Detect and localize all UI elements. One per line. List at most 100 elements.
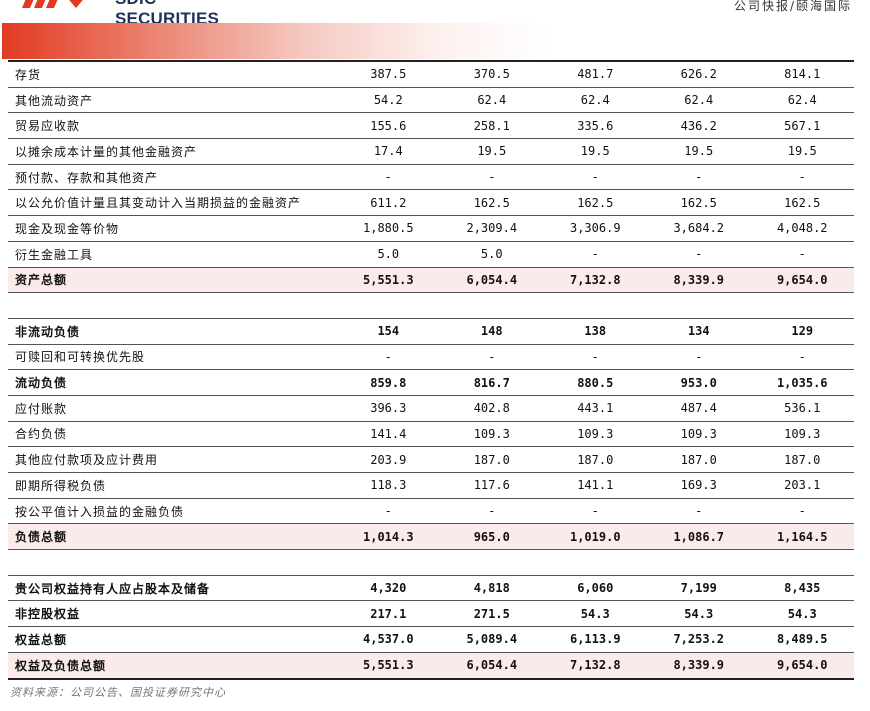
table-row: 存货 387.5 370.5 481.7 626.2 814.1 bbox=[8, 61, 854, 88]
cell-value: 169.3 bbox=[647, 472, 751, 499]
cell-value: - bbox=[440, 344, 544, 371]
cell-value: - bbox=[336, 164, 441, 191]
cell-value: 8,489.5 bbox=[750, 626, 854, 653]
cell-value: 138 bbox=[543, 318, 647, 345]
cell-value: 1,164.5 bbox=[750, 523, 854, 551]
row-label: 非流动负债 bbox=[8, 318, 337, 345]
cell-value: 162.5 bbox=[647, 189, 751, 217]
cell-value: 8,339.9 bbox=[647, 267, 751, 294]
spacer-row bbox=[8, 292, 854, 319]
cell-value bbox=[543, 292, 647, 319]
cell-value: 443.1 bbox=[543, 395, 647, 422]
cell-value: 8,435 bbox=[750, 575, 854, 602]
cell-value: 141.1 bbox=[543, 472, 647, 499]
cell-value: 1,014.3 bbox=[336, 523, 441, 551]
table-row: 预付款、存款和其他资产 - - - - - bbox=[8, 164, 854, 191]
cell-value: 436.2 bbox=[647, 112, 751, 140]
cell-value: 6,054.4 bbox=[440, 267, 544, 294]
row-label: 合约负债 bbox=[8, 421, 337, 448]
cell-value: 402.8 bbox=[440, 395, 544, 422]
cell-value: 148 bbox=[440, 318, 544, 345]
row-label: 可赎回和可转换优先股 bbox=[8, 344, 337, 371]
cell-value: 6,113.9 bbox=[543, 626, 647, 653]
cell-value: - bbox=[750, 344, 854, 371]
cell-value: 118.3 bbox=[336, 472, 441, 499]
cell-value: 6,054.4 bbox=[440, 652, 544, 680]
cell-value bbox=[647, 292, 751, 319]
row-label: 预付款、存款和其他资产 bbox=[8, 164, 337, 191]
cell-value bbox=[750, 549, 854, 576]
cell-value: 4,320 bbox=[336, 575, 441, 602]
cell-value: 7,253.2 bbox=[647, 626, 751, 653]
cell-value: 62.4 bbox=[543, 87, 647, 114]
cell-value: 62.4 bbox=[750, 87, 854, 114]
row-label: 即期所得税负债 bbox=[8, 472, 337, 499]
cell-value: 880.5 bbox=[543, 369, 647, 396]
cell-value: 3,306.9 bbox=[543, 215, 647, 242]
cell-value: 3,684.2 bbox=[647, 215, 751, 242]
table-row: 可赎回和可转换优先股 - - - - - bbox=[8, 344, 854, 371]
row-label: 贵公司权益持有人应占股本及储备 bbox=[8, 575, 337, 602]
cell-value: 816.7 bbox=[440, 369, 544, 396]
table-row: 非流动负债 154 148 138 134 129 bbox=[8, 318, 854, 345]
cell-value: 9,654.0 bbox=[750, 652, 854, 680]
cell-value: 5,089.4 bbox=[440, 626, 544, 653]
cell-value bbox=[647, 549, 751, 576]
cell-value: 203.9 bbox=[336, 446, 441, 473]
cell-value: 19.5 bbox=[647, 138, 751, 165]
cell-value: 335.6 bbox=[543, 112, 647, 140]
cell-value: 19.5 bbox=[440, 138, 544, 165]
cell-value: 536.1 bbox=[750, 395, 854, 422]
report-type: 公司快报/颐海国际 bbox=[733, 0, 852, 13]
source-note: 资料来源：公司公告、国投证券研究中心 bbox=[10, 686, 226, 699]
cell-value: - bbox=[543, 498, 647, 525]
row-label: 流动负债 bbox=[8, 369, 337, 396]
company-logo: SDIC SECURITIES bbox=[0, 0, 260, 28]
cell-value: - bbox=[440, 164, 544, 191]
table-row: 即期所得税负债 118.3 117.6 141.1 169.3 203.1 bbox=[8, 472, 854, 499]
table-row: 以摊余成本计量的其他金融资产 17.4 19.5 19.5 19.5 19.5 bbox=[8, 138, 854, 165]
cell-value: 134 bbox=[647, 318, 751, 345]
cell-value: 4,048.2 bbox=[750, 215, 854, 242]
cell-value: 7,132.8 bbox=[543, 267, 647, 294]
cell-value: 203.1 bbox=[750, 472, 854, 499]
row-label: 贸易应收款 bbox=[8, 112, 337, 140]
cell-value: 396.3 bbox=[336, 395, 441, 422]
cell-value: 7,132.8 bbox=[543, 652, 647, 680]
cell-value bbox=[543, 549, 647, 576]
table-row: 非控股权益 217.1 271.5 54.3 54.3 54.3 bbox=[8, 600, 854, 628]
cell-value: 1,035.6 bbox=[750, 369, 854, 396]
cell-value: - bbox=[750, 241, 854, 268]
row-label: 衍生金融工具 bbox=[8, 241, 337, 268]
cell-value: 162.5 bbox=[440, 189, 544, 217]
cell-value: 567.1 bbox=[750, 112, 854, 140]
cell-value: 129 bbox=[750, 318, 854, 345]
cell-value: 611.2 bbox=[336, 189, 441, 217]
cell-value: 154 bbox=[336, 318, 441, 345]
cell-value: 155.6 bbox=[336, 112, 441, 140]
table-row: 权益总额 4,537.0 5,089.4 6,113.9 7,253.2 8,489.5 bbox=[8, 626, 854, 653]
cell-value: 62.4 bbox=[647, 87, 751, 114]
row-label: 非控股权益 bbox=[8, 600, 337, 628]
row-label: 权益总额 bbox=[8, 626, 337, 653]
table-row: 资产总额 5,551.3 6,054.4 7,132.8 8,339.9 9,654.0 bbox=[8, 267, 854, 294]
cell-value: 481.7 bbox=[543, 61, 647, 88]
cell-value: 109.3 bbox=[647, 421, 751, 448]
table-row: 应付账款 396.3 402.8 443.1 487.4 536.1 bbox=[8, 395, 854, 422]
cell-value: - bbox=[336, 498, 441, 525]
cell-value: - bbox=[336, 344, 441, 371]
cell-value: 54.2 bbox=[336, 87, 441, 114]
row-label bbox=[8, 292, 337, 319]
cell-value: 1,086.7 bbox=[647, 523, 751, 551]
cell-value: - bbox=[543, 344, 647, 371]
cell-value: 54.3 bbox=[750, 600, 854, 628]
cell-value bbox=[336, 549, 441, 576]
table-row: 其他流动资产 54.2 62.4 62.4 62.4 62.4 bbox=[8, 87, 854, 114]
row-label: 以公允价值计量且其变动计入当期损益的金融资产 bbox=[8, 189, 337, 217]
cell-value: 5,551.3 bbox=[336, 267, 441, 294]
cell-value: 109.3 bbox=[543, 421, 647, 448]
table-row: 合约负债 141.4 109.3 109.3 109.3 109.3 bbox=[8, 421, 854, 448]
cell-value: 187.0 bbox=[750, 446, 854, 473]
cell-value: 19.5 bbox=[750, 138, 854, 165]
cell-value: - bbox=[543, 164, 647, 191]
